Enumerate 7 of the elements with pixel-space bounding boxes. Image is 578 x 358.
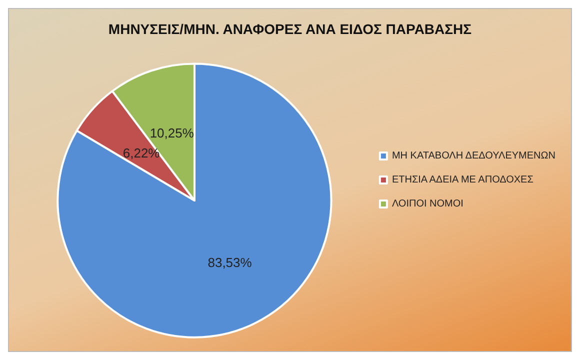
data-label: 10,25% xyxy=(150,125,194,140)
data-label: 6,22% xyxy=(122,145,160,160)
chart-title: ΜΗΝΥΣΕΙΣ/ΜΗΝ. ΑΝΑΦΟΡΕΣ ΑΝΑ ΕΙΔΟΣ ΠΑΡΑΒΑΣΗΣ xyxy=(108,21,472,37)
legend-label: ΜΗ ΚΑΤΑΒΟΛΗ ΔΕΔΟΥΛΕΥΜΕΝΩΝ xyxy=(392,150,556,162)
legend-label: ΕΤΗΣΙΑ ΑΔΕΙΑ ΜΕ ΑΠΟΔΟΧΕΣ xyxy=(392,174,534,186)
data-label: 83,53% xyxy=(208,255,252,270)
legend-label: ΛΟΙΠΟΙ ΝΟΜΟΙ xyxy=(392,198,464,210)
